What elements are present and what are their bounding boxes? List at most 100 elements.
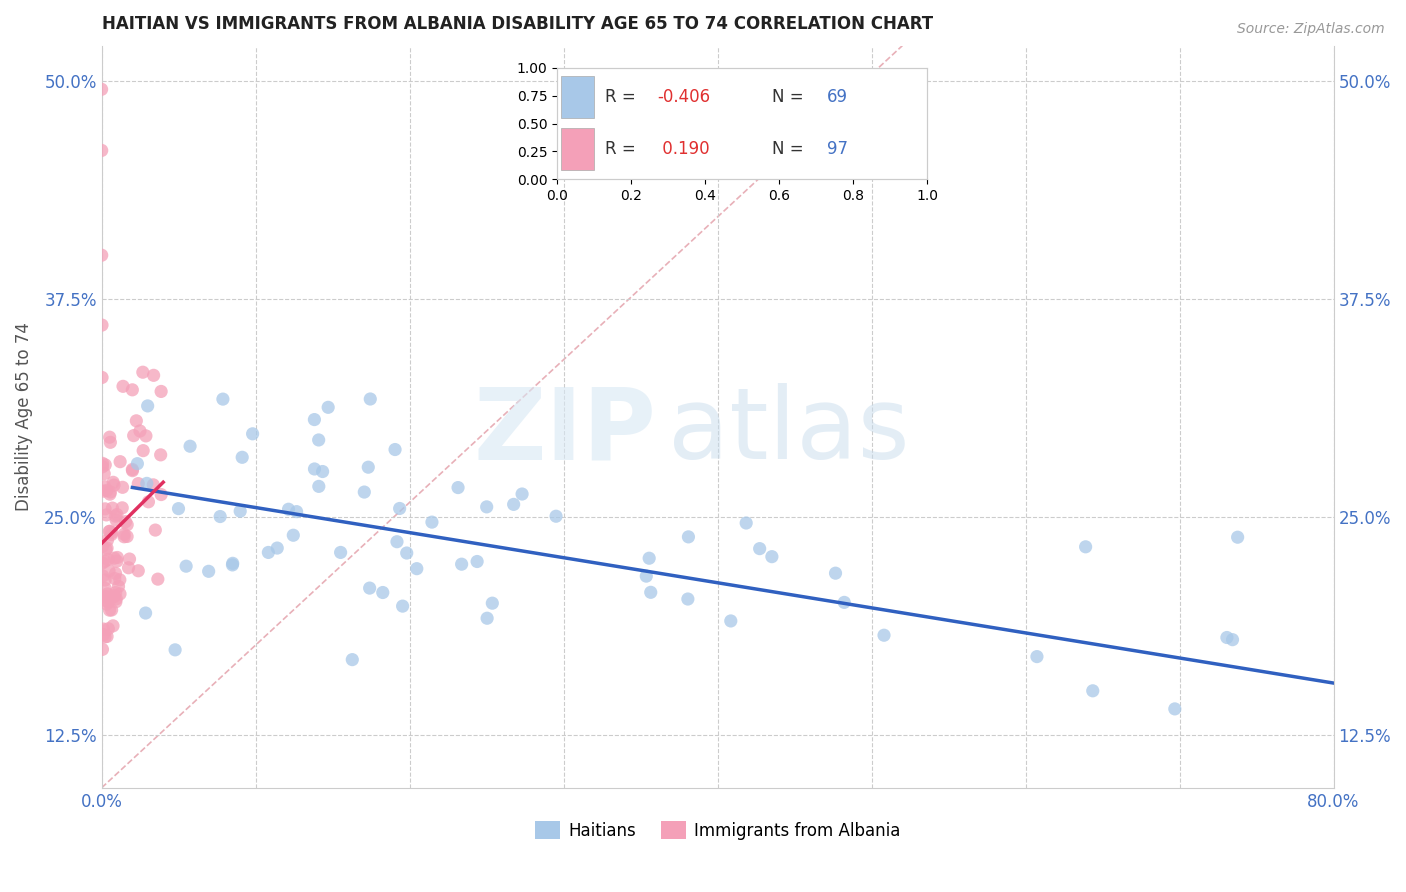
Point (111, 379, 134, 393)
Point (90, 82, 112, 96)
Point (105, 554, 128, 568)
Text: ZIP: ZIP (472, 383, 657, 480)
Point (93, 484, 115, 499)
Point (100, 527, 122, 541)
Point (371, 585, 394, 599)
Point (96, 587, 118, 601)
Point (1074, 540, 1097, 554)
Point (1216, 631, 1239, 645)
Point (209, 509, 232, 524)
Point (91, 318, 114, 332)
Point (111, 480, 134, 494)
Point (132, 365, 155, 379)
Point (678, 530, 700, 544)
Point (104, 595, 127, 609)
Point (96, 541, 118, 555)
Point (150, 384, 173, 399)
Point (90, 144, 112, 158)
Point (395, 546, 418, 560)
Point (405, 562, 427, 576)
Point (1222, 632, 1244, 647)
Point (105, 508, 128, 522)
Point (101, 619, 124, 633)
Point (96, 630, 118, 644)
Point (420, 515, 443, 529)
Point (135, 429, 157, 443)
Point (91, 370, 114, 384)
Point (97, 552, 120, 566)
Point (135, 606, 157, 620)
Point (1226, 530, 1249, 544)
Point (105, 591, 128, 606)
Point (229, 504, 252, 518)
Point (94, 501, 117, 516)
Point (391, 599, 413, 614)
Point (824, 566, 846, 581)
Point (97, 595, 120, 609)
Point (96, 590, 118, 604)
Point (127, 564, 149, 578)
Point (142, 368, 165, 383)
Point (103, 478, 125, 492)
Point (121, 462, 143, 476)
Point (748, 541, 770, 556)
Point (98, 524, 121, 539)
Point (385, 534, 408, 549)
Point (146, 572, 169, 586)
Point (103, 589, 125, 603)
Point (96, 483, 118, 498)
Point (90, 248, 112, 262)
Point (121, 383, 143, 397)
Point (636, 569, 658, 583)
Point (1081, 683, 1104, 698)
Point (96, 533, 118, 548)
Point (91, 456, 114, 470)
Point (222, 557, 245, 571)
Point (179, 439, 201, 453)
Point (150, 487, 173, 501)
Point (174, 559, 197, 574)
Point (676, 592, 699, 607)
Point (197, 564, 219, 578)
Point (638, 551, 661, 566)
Point (94, 593, 117, 607)
Point (481, 596, 503, 610)
Point (101, 475, 124, 490)
Text: Source: ZipAtlas.com: Source: ZipAtlas.com (1237, 22, 1385, 37)
Point (107, 579, 129, 593)
Point (640, 585, 662, 599)
Point (475, 611, 498, 625)
Point (117, 561, 139, 575)
Point (115, 529, 138, 543)
Point (257, 545, 280, 559)
Point (98, 487, 121, 501)
Point (266, 541, 288, 555)
Point (329, 545, 352, 559)
Y-axis label: Disability Age 65 to 74: Disability Age 65 to 74 (15, 322, 32, 511)
Point (94, 458, 117, 472)
Point (447, 481, 470, 495)
Point (111, 500, 134, 515)
Point (105, 550, 128, 565)
Point (98, 524, 121, 539)
Point (118, 552, 141, 566)
Point (96, 597, 118, 611)
Point (873, 628, 896, 642)
Point (450, 557, 472, 571)
Point (122, 428, 145, 442)
Point (544, 509, 567, 524)
Point (308, 433, 330, 447)
Point (112, 530, 135, 544)
Point (475, 500, 498, 514)
Point (127, 457, 149, 471)
Point (108, 455, 131, 469)
Point (108, 587, 131, 601)
Text: atlas: atlas (668, 383, 910, 480)
Point (94, 582, 117, 596)
Point (101, 525, 124, 540)
Point (104, 566, 127, 581)
Point (136, 399, 159, 413)
Point (121, 464, 143, 478)
Point (165, 643, 187, 657)
Point (93, 467, 115, 481)
